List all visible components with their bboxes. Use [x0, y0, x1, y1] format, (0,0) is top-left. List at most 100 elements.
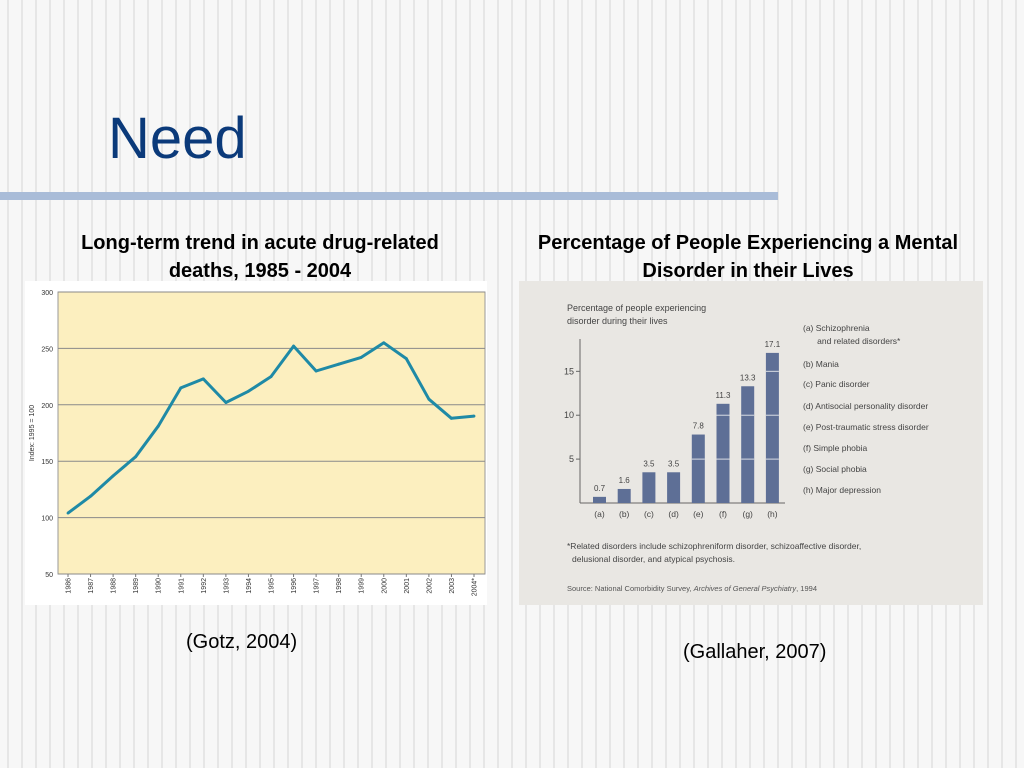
- bar-chart-svg: Percentage of people experiencing disorde…: [564, 303, 929, 593]
- x-tick-label: 1996: [291, 578, 298, 594]
- left-citation: (Gotz, 2004): [186, 631, 298, 653]
- right-heading-line2: Disorder in their Lives: [642, 260, 854, 282]
- data-point: [450, 416, 453, 420]
- data-label: 7.8: [693, 422, 705, 431]
- x-tick-label: 2001: [404, 578, 411, 594]
- legend-entry: (c) Panic disorder: [803, 379, 870, 389]
- data-label: 3.5: [668, 459, 680, 468]
- x-tick-label: (d): [668, 509, 679, 519]
- source-journal: Archives of General Psychiatry: [693, 584, 798, 593]
- x-tick-label: 2004*: [472, 578, 479, 597]
- x-tick-label: 1989: [133, 578, 140, 594]
- right-citation: (Gallaher, 2007): [683, 641, 827, 663]
- y-tick-label: 300: [41, 290, 53, 297]
- y-tick-label: 100: [41, 516, 53, 523]
- right-heading-line1: Percentage of People Experiencing a Ment…: [537, 232, 959, 254]
- data-point: [201, 377, 205, 381]
- bar: [593, 496, 606, 503]
- x-tick-label: 1991: [178, 578, 185, 594]
- x-tick-label: 2003: [449, 578, 456, 594]
- x-tick-label: (b): [619, 509, 630, 519]
- y-tick-label: 10: [564, 410, 574, 420]
- x-tick-label: 1987: [88, 578, 95, 594]
- right-chart-heading: Percentage of People Experiencing a Ment…: [500, 229, 996, 285]
- bar: [691, 434, 705, 503]
- data-point: [66, 511, 70, 515]
- data-point: [359, 356, 363, 359]
- x-tick-label: 2002: [426, 578, 433, 594]
- legend-entry: (b) Mania: [803, 359, 839, 369]
- source-prefix: Source: National Comorbidity Survey,: [567, 584, 694, 593]
- x-tick-label: 1997: [314, 578, 321, 594]
- x-tick-label: (e): [693, 509, 704, 519]
- data-label: 0.7: [594, 484, 606, 493]
- data-point: [427, 397, 431, 401]
- legend-entry: (g) Social phobia: [803, 464, 867, 474]
- source-note: Source: National Comorbidity Survey, Arc…: [567, 584, 817, 593]
- x-tick-label: 1988: [111, 578, 118, 594]
- x-tick-label: 1990: [156, 578, 163, 594]
- x-tick-label: (c): [644, 509, 654, 519]
- line-chart-svg: 50 100 150 200 250 300 1986 1987 1988 1989 1990 199…: [29, 290, 486, 597]
- x-tick-label: 1993: [223, 578, 230, 594]
- bar: [741, 386, 755, 503]
- data-point: [404, 357, 408, 360]
- bar: [617, 488, 631, 503]
- plot-area: [57, 291, 486, 575]
- bar-chart-title-line1: Percentage of people experiencing: [567, 303, 706, 313]
- y-tick-label: 50: [45, 572, 53, 579]
- y-tick-label: 250: [41, 346, 53, 353]
- data-point: [89, 494, 92, 498]
- data-point: [314, 369, 318, 373]
- legend-entry: (d) Antisocial personality disorder: [803, 401, 928, 411]
- footnote-line2: delusional disorder, and atypical psycho…: [572, 554, 735, 564]
- x-tick-label: (a): [594, 509, 605, 519]
- x-tick-label: 1992: [201, 578, 208, 594]
- bar: [642, 472, 656, 503]
- data-label: 1.6: [619, 476, 631, 485]
- x-tick-label: 1999: [359, 578, 366, 594]
- legend-entry: (f) Simple phobia: [803, 443, 868, 453]
- bar: [765, 352, 779, 503]
- x-tick-label: 2000: [381, 578, 388, 594]
- x-tick-label: 1998: [336, 578, 343, 594]
- y-tick-label: 200: [41, 403, 53, 410]
- data-label: 13.3: [740, 373, 756, 382]
- data-label: 3.5: [643, 459, 655, 468]
- left-heading-line1: Long-term trend in acute drug-related: [81, 232, 439, 254]
- x-tick-label: (f): [719, 509, 727, 519]
- legend-entry: and related disorders*: [803, 336, 901, 346]
- title-divider: [0, 192, 778, 200]
- data-point: [269, 375, 273, 378]
- footnote-line1: *Related disorders include schizophrenif…: [567, 541, 861, 551]
- data-point: [472, 414, 476, 418]
- data-point: [224, 401, 228, 404]
- data-label: 11.3: [716, 391, 732, 400]
- legend-entry: (e) Post-traumatic stress disorder: [803, 422, 929, 432]
- y-tick-label: 15: [564, 366, 574, 376]
- x-tick-label: (h): [767, 509, 778, 519]
- data-point: [292, 344, 295, 348]
- left-heading-line2: deaths, 1985 - 2004: [168, 260, 352, 282]
- x-tick-label: 1986: [66, 578, 73, 594]
- data-point: [134, 455, 138, 459]
- y-tick-label: 5: [569, 454, 574, 464]
- data-point: [337, 362, 341, 366]
- x-tick-label: 1995: [269, 578, 276, 594]
- data-point: [247, 389, 250, 393]
- mental-disorder-bar-chart: Percentage of people experiencing disorde…: [519, 281, 983, 605]
- bar: [667, 472, 681, 503]
- data-label: 17.1: [765, 340, 781, 349]
- legend-entry: (a) Schizophrenia: [803, 323, 870, 333]
- data-point: [382, 341, 386, 345]
- legend-entry: (h) Major depression: [803, 485, 881, 495]
- y-tick-label: 150: [41, 459, 53, 466]
- bar: [716, 403, 730, 503]
- data-point: [156, 424, 160, 428]
- slide-title: Need: [108, 106, 247, 171]
- source-suffix: , 1994: [796, 584, 817, 593]
- x-tick-label: (g): [743, 509, 754, 519]
- y-axis-label: Index: 1995 = 100: [29, 405, 36, 461]
- drug-deaths-line-chart: 50 100 150 200 250 300 1986 1987 1988 1989 1990 199…: [25, 281, 487, 605]
- data-point: [111, 474, 115, 478]
